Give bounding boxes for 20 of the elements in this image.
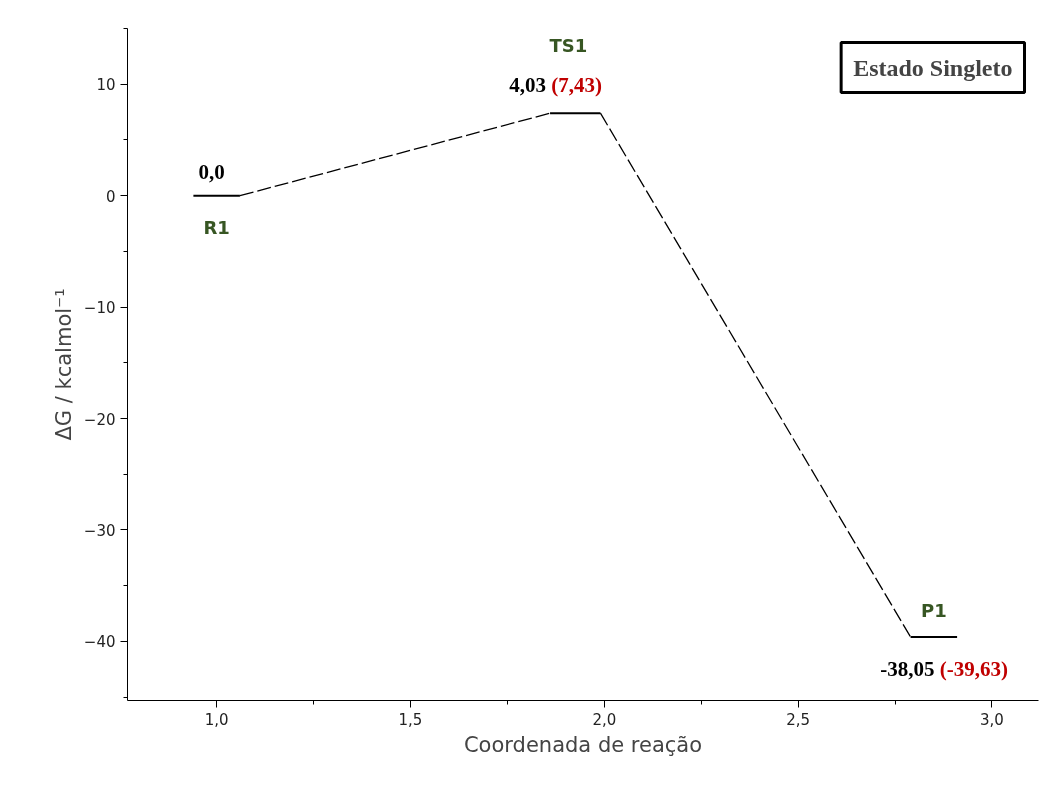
y-tick-label: −10 xyxy=(83,299,116,318)
annotation: 4,03 (7,43) xyxy=(509,73,603,98)
x-tick-label: 1,5 xyxy=(398,710,423,729)
x-tick-label: 2,0 xyxy=(592,710,617,729)
y-tick-label: −20 xyxy=(83,410,116,429)
y-tick-label: 0 xyxy=(105,187,116,206)
y-axis-title: ΔG / kcalmol⁻¹ xyxy=(51,288,76,441)
x-tick-label: 3,0 xyxy=(980,710,1004,729)
annotation: R1 xyxy=(203,217,230,239)
x-axis-title: Coordenada de reação xyxy=(463,732,703,757)
annotation: 0,0 xyxy=(198,159,225,184)
annotation: -38,05 (-39,63) xyxy=(880,656,1009,681)
text: Estado Singleto xyxy=(853,54,1013,81)
x-tick-label: 2,5 xyxy=(786,710,811,729)
y-tick-label: −40 xyxy=(83,633,116,652)
x-tick-label: 1,0 xyxy=(204,710,229,729)
annotation: P1 xyxy=(920,600,947,622)
annotation: TS1 xyxy=(549,34,588,56)
y-tick-label: 10 xyxy=(96,76,116,95)
y-tick-label: −30 xyxy=(83,521,116,540)
